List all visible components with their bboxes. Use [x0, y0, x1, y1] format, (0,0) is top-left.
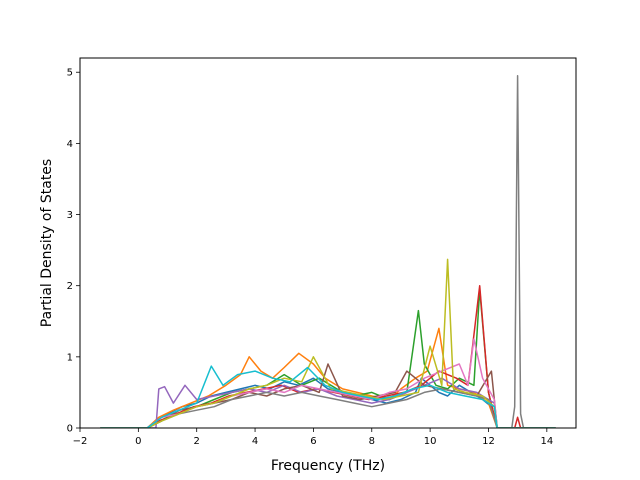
- x-ticks: −2 0 2 4 6 8 10 12 14: [73, 428, 553, 447]
- series-line-10: [100, 365, 556, 428]
- x-tick-label: 14: [540, 436, 553, 447]
- x-tick-label: −2: [73, 436, 88, 447]
- plot-frame: [79, 57, 577, 429]
- y-ticks: 0 1 2 3 4 5: [67, 68, 80, 435]
- x-axis-label: Frequency (THz): [271, 458, 385, 474]
- y-axis-label: Partial Density of States: [39, 159, 55, 327]
- x-tick-label: 0: [135, 436, 141, 447]
- x-tick-label: 2: [194, 436, 200, 447]
- x-tick-label: 4: [252, 436, 258, 447]
- series-line-9: [100, 258, 556, 428]
- x-tick-label: 8: [369, 436, 375, 447]
- y-tick-label: 0: [67, 424, 73, 435]
- x-tick-label: 12: [482, 436, 495, 447]
- y-tick-label: 3: [67, 210, 73, 221]
- series-line-8: [100, 75, 556, 428]
- x-tick-label: 6: [310, 436, 316, 447]
- y-tick-label: 1: [67, 352, 73, 363]
- x-tick-label: 10: [424, 436, 437, 447]
- series-layer: [100, 75, 556, 428]
- y-tick-label: 5: [67, 68, 73, 79]
- y-tick-label: 2: [67, 281, 73, 292]
- series-line-5: [100, 377, 556, 428]
- y-tick-label: 4: [67, 139, 73, 150]
